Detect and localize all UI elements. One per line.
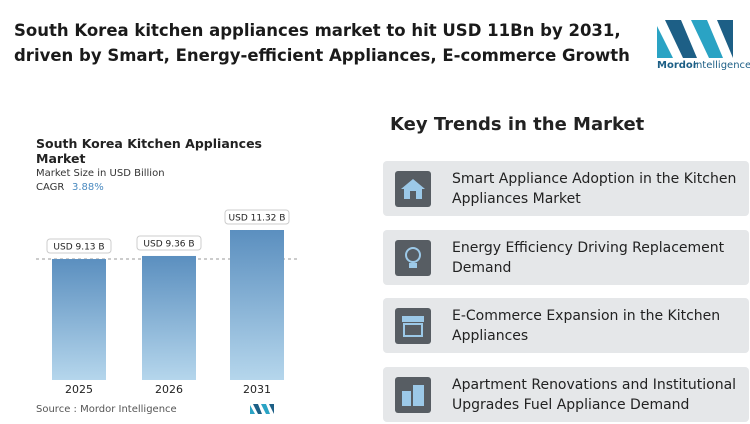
x-tick-label: 2031 [243,383,271,396]
trend-text: Energy Efficiency Driving Replacement De… [452,240,725,276]
trend-card: E-Commerce Expansion in the Kitchen Appl… [383,298,749,353]
value-label-box [136,235,202,251]
icon [395,171,431,207]
page-title: South Korea kitchen appliances market to… [14,18,630,68]
trend-card: Energy Efficiency Driving Replacement De… [383,230,749,285]
title-line: South Korea kitchen appliances market to… [14,21,621,40]
cagr-value: 3.88% [72,182,104,193]
logo-text: Mordor [657,60,698,71]
bar [142,255,196,380]
x-tick-label: 2026 [155,383,183,396]
logo-mark [657,20,733,58]
icon [395,308,431,344]
bar [52,259,106,380]
chart-title: South Korea Kitchen Appliances Market [36,136,262,166]
trend-text: Apartment Renovations and Institutional … [452,377,737,413]
value-label-box [46,238,112,254]
value-label: USD 11.32 B [229,214,286,224]
trends-title: Key Trends in the Market [390,114,645,135]
bar [230,230,284,380]
title-line: driven by Smart, Energy-efficient Applia… [14,46,630,65]
x-tick-label: 2025 [65,383,93,396]
trend-text: E-Commerce Expansion in the Kitchen Appl… [452,308,721,344]
chart: USD 9.13 B 2025 USD 9.36 B 2026 USD 11.32 B 2… [36,209,300,396]
icon [395,240,431,276]
icon [395,377,431,413]
trend-card: Apartment Renovations and Institutional … [383,367,749,422]
logo-text: Intelligence [693,60,750,71]
chart-subtitle: Market Size in USD Billion [36,168,165,179]
value-label: USD 9.36 B [143,239,194,249]
source: Source : Mordor Intelligence [36,404,177,415]
value-label-box [224,209,290,225]
source-logo [250,404,274,414]
value-label: USD 9.13 B [53,243,104,253]
cagr-label: CAGR [36,182,65,193]
trend-text: Smart Appliance Adoption in the Kitchen … [452,171,737,207]
trend-card: Smart Appliance Adoption in the Kitchen … [383,161,749,216]
